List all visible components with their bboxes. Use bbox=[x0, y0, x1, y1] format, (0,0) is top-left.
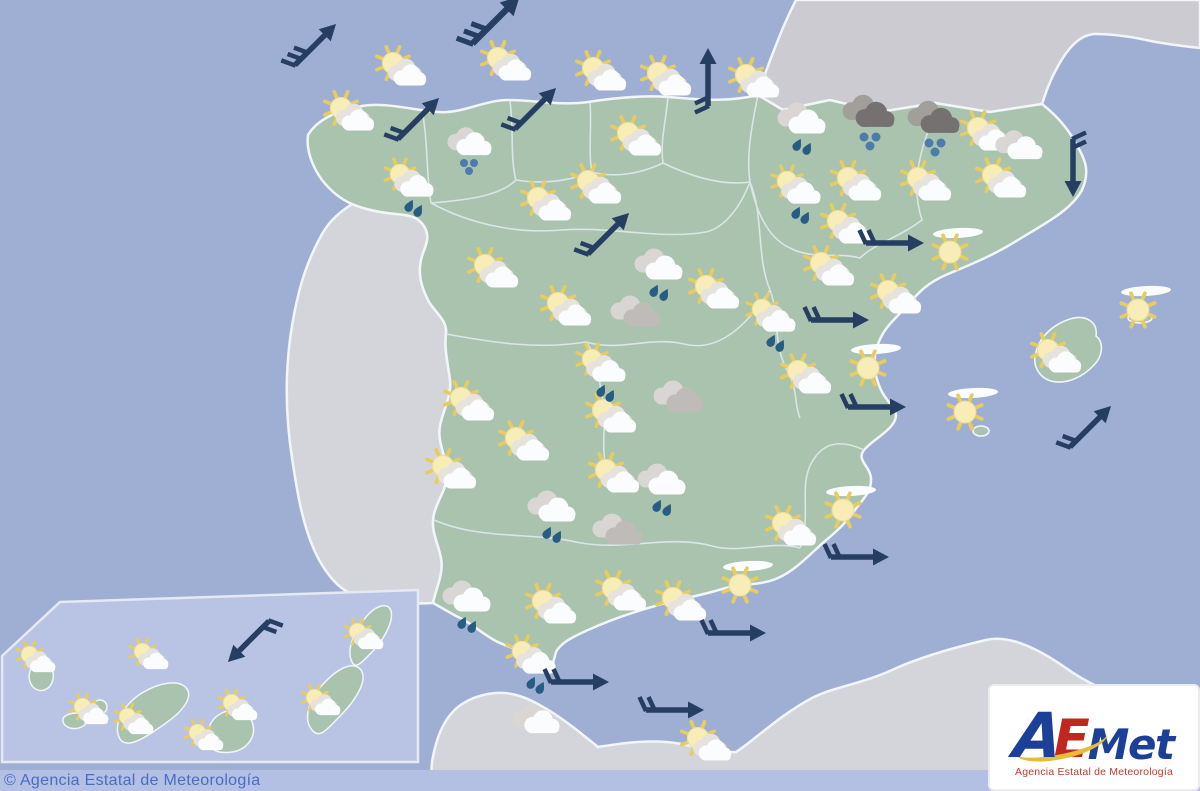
wind-arrow-icon bbox=[1064, 130, 1087, 197]
sun-cloud-icon bbox=[764, 504, 817, 546]
sun-cloud-icon bbox=[609, 114, 662, 156]
logo-letter-e: E bbox=[1053, 709, 1090, 771]
aemet-logo-word: A E Met bbox=[990, 686, 1198, 773]
dark-cloud-snow-icon bbox=[907, 100, 960, 157]
wind-arrow-icon bbox=[637, 696, 704, 719]
wind-arrow-icon bbox=[802, 306, 869, 329]
gray-cloud-icon bbox=[610, 295, 661, 327]
sun-cloud-icon bbox=[442, 379, 495, 421]
sun-cloud-icon bbox=[1029, 331, 1082, 373]
sun-cloud-icon bbox=[466, 246, 519, 288]
region-france bbox=[756, 0, 1200, 114]
sun-haze-icon bbox=[849, 343, 901, 387]
sun-cloud-icon bbox=[574, 49, 627, 91]
wind-arrow-icon bbox=[839, 393, 906, 416]
wind-arrow-icon bbox=[500, 87, 557, 132]
dark-cloud-snow-icon bbox=[842, 94, 895, 151]
sun-cloud-icon bbox=[479, 39, 532, 81]
sun-cloud-icon bbox=[15, 640, 56, 673]
sun-cloud-icon bbox=[343, 617, 384, 650]
sun-haze-icon bbox=[721, 560, 773, 604]
sun-cloud-icon bbox=[679, 719, 732, 761]
sun-cloud-icon bbox=[519, 179, 572, 221]
sun-cloud-rain-icon bbox=[770, 164, 821, 224]
wind-arrow-icon bbox=[822, 543, 889, 566]
sun-haze-icon bbox=[931, 227, 983, 271]
sun-cloud-rain-icon bbox=[383, 157, 434, 217]
sun-cloud-icon bbox=[639, 54, 692, 96]
sun-cloud-icon bbox=[802, 244, 855, 286]
sun-haze-icon bbox=[1119, 285, 1171, 329]
cloud-snow-icon bbox=[447, 127, 492, 175]
wind-arrow-icon bbox=[383, 97, 440, 142]
wind-arrow-icon bbox=[455, 0, 520, 47]
sun-cloud-icon bbox=[128, 637, 169, 670]
wind-arrow-icon bbox=[542, 668, 609, 691]
sun-cloud-icon bbox=[727, 56, 780, 98]
aemet-logo: A E Met Agencia Estatal de Meteorología bbox=[988, 684, 1200, 791]
sun-cloud-icon bbox=[524, 582, 577, 624]
sun-cloud-rain-icon bbox=[745, 292, 796, 352]
sun-cloud-icon bbox=[539, 284, 592, 326]
wind-arrow-icon bbox=[857, 229, 924, 252]
sun-cloud-icon bbox=[497, 419, 550, 461]
wind-arrow-icon bbox=[280, 23, 337, 68]
sun-cloud-icon bbox=[779, 352, 832, 394]
copyright-text: © Agencia Estatal de Meteorología bbox=[4, 772, 261, 789]
sun-cloud-icon bbox=[374, 44, 427, 86]
cloud-icon bbox=[995, 130, 1043, 160]
logo-subtitle: Agencia Estatal de Meteorología bbox=[1015, 766, 1173, 778]
wind-arrow-icon bbox=[694, 48, 717, 115]
sun-cloud-icon bbox=[217, 688, 258, 721]
wind-arrow-icon bbox=[573, 212, 630, 257]
sun-cloud-icon bbox=[587, 451, 640, 493]
cloud-icon bbox=[512, 704, 560, 734]
sun-cloud-icon bbox=[829, 159, 882, 201]
sun-cloud-icon bbox=[113, 702, 154, 735]
sun-cloud-icon bbox=[594, 569, 647, 611]
sun-cloud-icon bbox=[687, 267, 740, 309]
sun-cloud-icon bbox=[424, 447, 477, 489]
cloud-rain-icon bbox=[634, 248, 683, 301]
sun-cloud-icon bbox=[300, 683, 341, 716]
sun-cloud-icon bbox=[569, 162, 622, 204]
sun-cloud-icon bbox=[183, 718, 224, 751]
gray-cloud-icon bbox=[653, 380, 704, 412]
sun-cloud-icon bbox=[899, 159, 952, 201]
weather-icons-layer bbox=[15, 0, 1171, 761]
sun-haze-icon bbox=[946, 387, 998, 431]
sun-cloud-icon bbox=[584, 391, 637, 433]
sun-haze-icon bbox=[824, 485, 876, 529]
cloud-rain-icon bbox=[637, 463, 686, 516]
island-ibiza bbox=[972, 425, 990, 437]
logo-letters-met: Met bbox=[1087, 720, 1175, 770]
sun-cloud-rain-icon bbox=[575, 342, 626, 402]
cloud-rain-icon bbox=[777, 102, 826, 155]
cloud-rain-icon bbox=[527, 490, 576, 543]
sun-cloud-icon bbox=[654, 579, 707, 621]
wind-arrow-icon bbox=[227, 618, 284, 663]
footer-bar: © Agencia Estatal de Meteorología bbox=[0, 770, 1200, 791]
logo-letter-a: A bbox=[1010, 699, 1067, 773]
gray-cloud-icon bbox=[592, 513, 643, 545]
wind-arrow-icon bbox=[1055, 405, 1112, 450]
sun-cloud-icon bbox=[322, 89, 375, 131]
sun-cloud-icon bbox=[974, 156, 1027, 198]
sun-cloud-icon bbox=[68, 692, 109, 725]
wind-arrow-icon bbox=[699, 619, 766, 642]
cloud-rain-icon bbox=[442, 580, 491, 633]
sun-cloud-icon bbox=[869, 272, 922, 314]
